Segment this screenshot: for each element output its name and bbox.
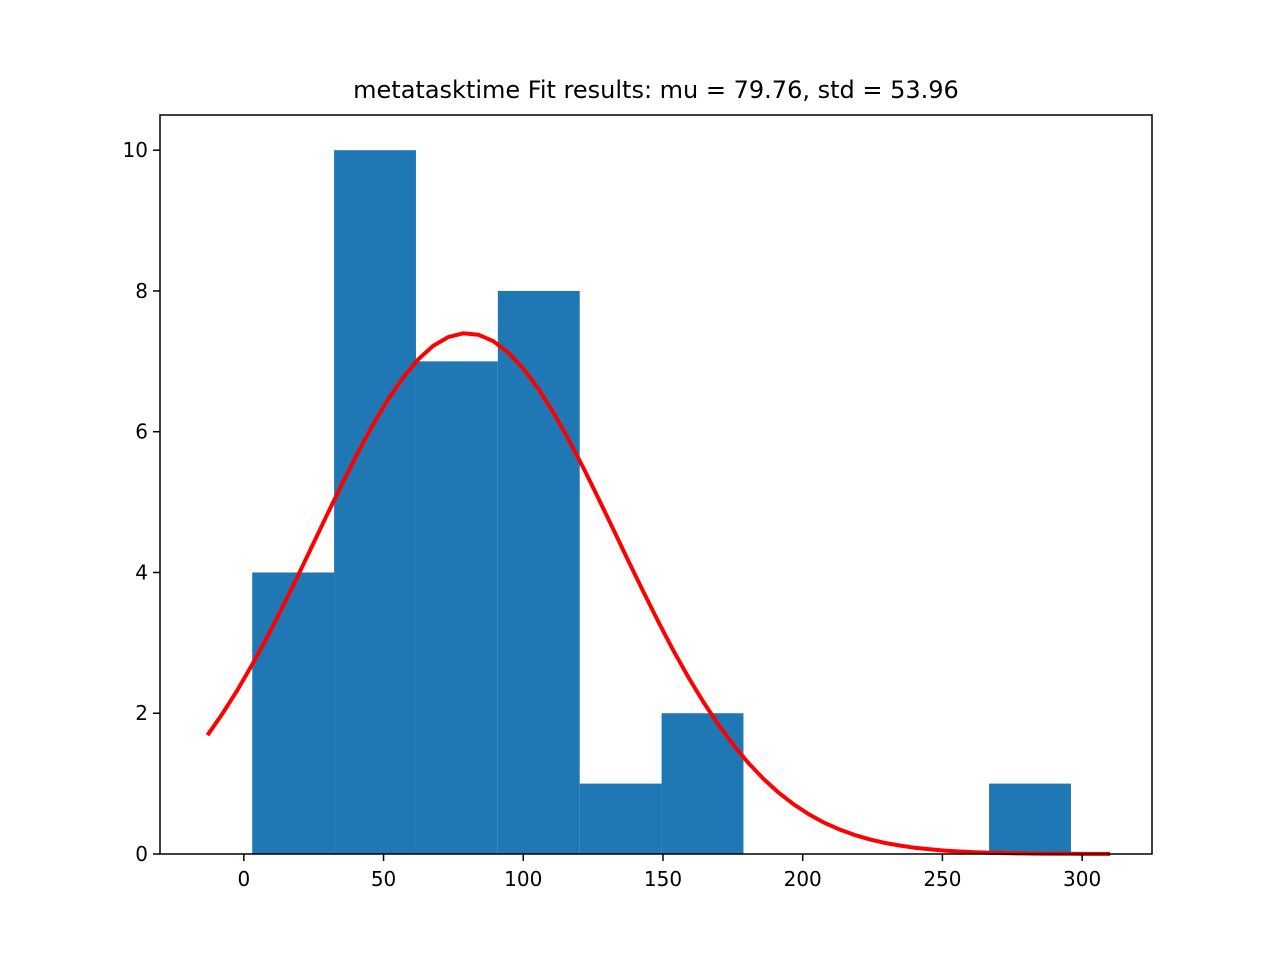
x-tick-label: 0 (237, 867, 250, 891)
histogram-bar-3 (497, 290, 580, 854)
histogram-bars (252, 150, 1071, 854)
y-tick-label: 8 (135, 279, 148, 303)
x-tick-label: 300 (1063, 867, 1101, 891)
y-tick-label: 2 (135, 701, 148, 725)
histogram-bar-1 (334, 150, 416, 854)
y-tick-label: 6 (135, 420, 148, 444)
histogram-bar-5 (661, 713, 744, 854)
chart-title: metatasktime Fit results: mu = 79.76, st… (353, 76, 959, 104)
histogram-bar-0 (252, 572, 335, 854)
plot-frame (159, 114, 1153, 855)
y-tick-label: 4 (135, 560, 148, 584)
fit-curve (205, 331, 1111, 856)
y-tick-label: 10 (123, 138, 148, 162)
x-tick-label: 100 (504, 867, 542, 891)
histogram-bar-2 (415, 361, 498, 854)
x-tick-label: 50 (371, 867, 396, 891)
histogram-bar-9 (989, 783, 1071, 854)
y-axis: 0 2 4 6 8 10 (123, 138, 160, 866)
x-tick-label: 250 (923, 867, 961, 891)
y-tick-label: 0 (135, 842, 148, 866)
x-axis: 0 50 100 150 200 250 300 (237, 854, 1101, 891)
x-tick-label: 200 (784, 867, 822, 891)
x-tick-label: 150 (644, 867, 682, 891)
histogram-bar-4 (579, 783, 662, 854)
